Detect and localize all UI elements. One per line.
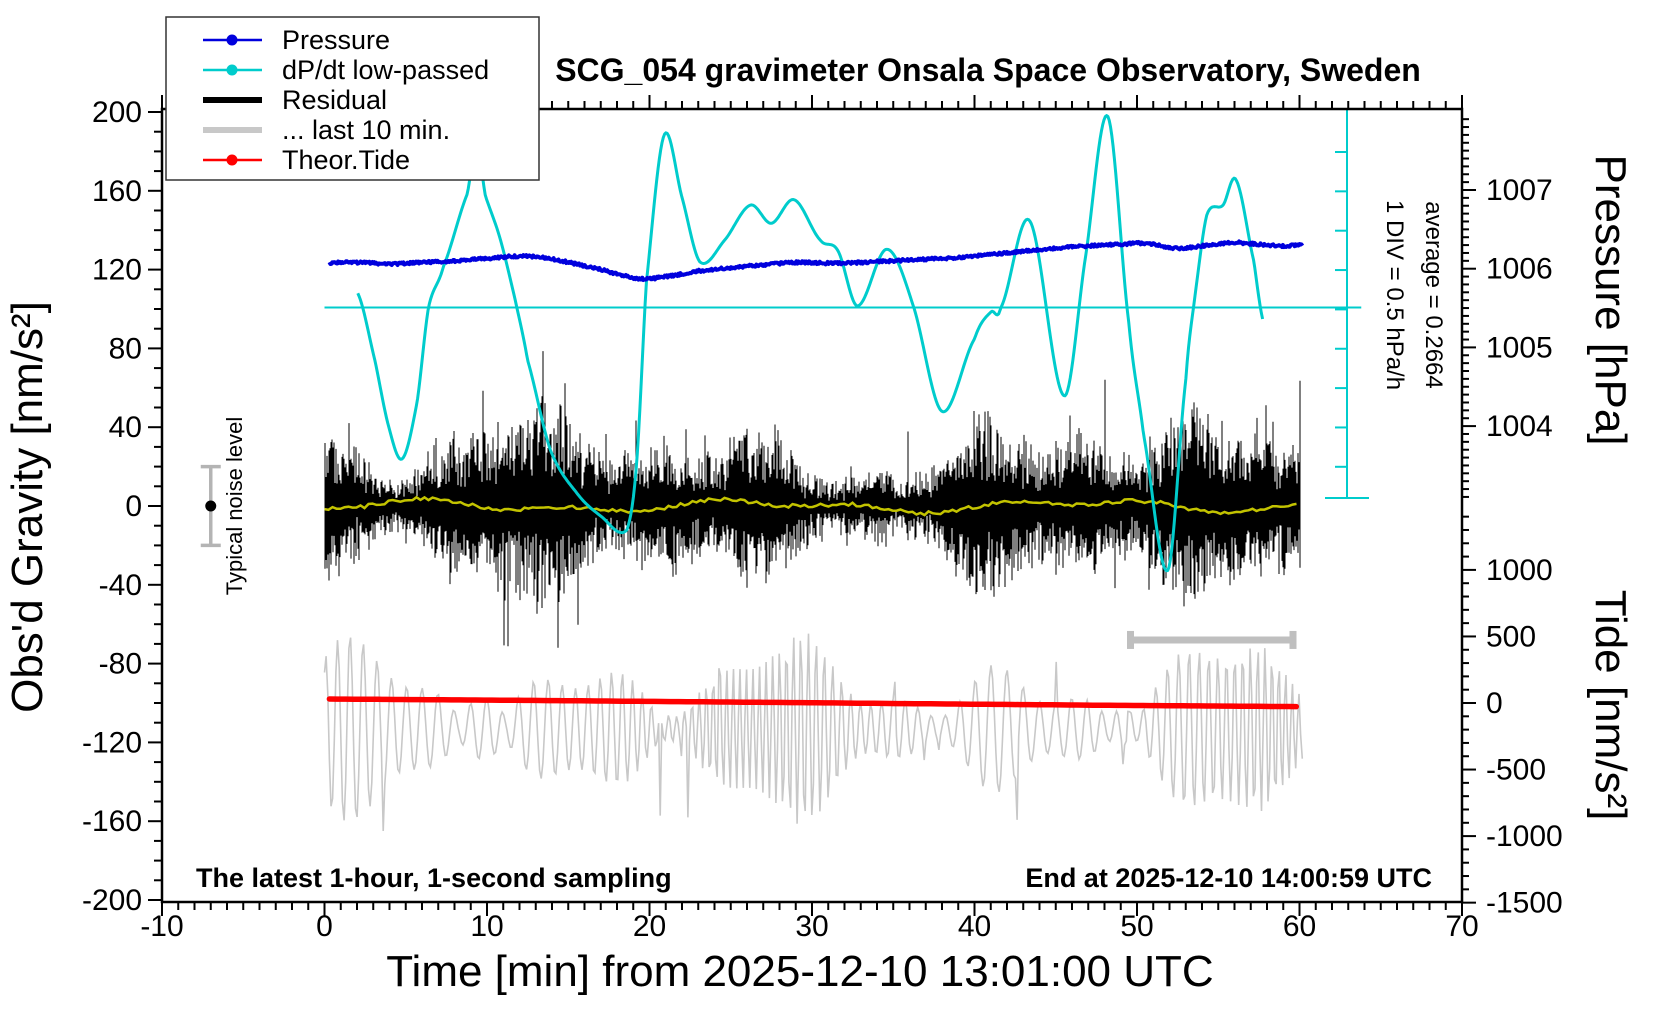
legend-item-label: Theor.Tide	[282, 145, 410, 175]
axis-ticks	[148, 95, 1476, 916]
x-tick-label: 20	[633, 910, 666, 943]
dpdt-div-ruler	[324, 109, 1369, 499]
pressure-tick-label: 1007	[1486, 174, 1553, 207]
last10min-trace	[323, 633, 1304, 832]
tide-tick-label: 500	[1486, 620, 1536, 653]
chart-title: SCG_054 gravimeter Onsala Space Observat…	[555, 52, 1421, 88]
x-tick-label: 70	[1445, 910, 1478, 943]
div-scale-annotation: 1 DIV = 0.5 hPa/h	[1381, 200, 1408, 390]
legend-item-label: dP/dt low-passed	[282, 55, 489, 85]
average-annotation: average = 0.2664	[1420, 201, 1447, 389]
x-tick-label: 0	[316, 910, 333, 943]
tide-tick-label: -1000	[1486, 820, 1563, 853]
tide-tick-label: -1500	[1486, 887, 1563, 920]
gravity-tick-label: 160	[92, 175, 142, 208]
legend-item-label: Residual	[282, 85, 387, 115]
tick-labels: -10 0 10 20 30 40 50 60 70 -200 -160 -120 -80 -40 0 40 8…	[82, 96, 1563, 943]
tide-curve	[326, 696, 1300, 710]
tide-tick-label: 0	[1486, 687, 1503, 720]
noise-level-errorbar	[200, 464, 221, 548]
x-tick-label: 60	[1283, 910, 1316, 943]
x-tick-label: 40	[958, 910, 991, 943]
pressure-curve	[327, 239, 1305, 282]
gravity-tick-label: 80	[109, 332, 142, 365]
gravity-tick-label: -80	[99, 648, 142, 681]
pressure-tick-label: 1004	[1486, 410, 1553, 443]
gravity-tick-label: -200	[82, 884, 142, 917]
tide-tick-label: 1000	[1486, 554, 1553, 587]
gravity-axis-title: Obs'd Gravity [nm/s²]	[3, 301, 52, 713]
tide-axis-title: Tide [nm/s²]	[1586, 590, 1635, 821]
gravity-tick-label: 40	[109, 411, 142, 444]
footer-sampling-note: The latest 1-hour, 1-second sampling	[196, 863, 672, 893]
x-tick-label: -10	[140, 910, 183, 943]
pressure-tick-label: 1006	[1486, 253, 1553, 286]
residual-smoothed-line	[324, 495, 1297, 517]
x-tick-label: 10	[470, 910, 503, 943]
pressure-axis-title: Pressure [hPa]	[1586, 154, 1635, 445]
gravity-tick-label: 0	[125, 490, 142, 523]
residual-trace	[324, 351, 1301, 648]
gravity-tick-label: -160	[82, 805, 142, 838]
legend-item-label: Pressure	[282, 25, 390, 55]
gravity-tick-label: -40	[99, 569, 142, 602]
gravity-tick-label: 120	[92, 254, 142, 287]
ten-minute-scalebar	[1127, 630, 1297, 649]
gravity-tick-label: -120	[82, 726, 142, 759]
x-axis-title: Time [min] from 2025-12-10 13:01:00 UTC	[386, 947, 1213, 996]
pressure-tick-label: 1005	[1486, 331, 1553, 364]
legend-item-label: ... last 10 min.	[282, 115, 450, 145]
noise-level-label: Typical noise level	[222, 417, 247, 596]
legend-marker-dot	[226, 64, 238, 76]
footer-end-time: End at 2025-12-10 14:00:59 UTC	[1025, 863, 1432, 893]
noise-bar-dot	[205, 500, 217, 512]
legend-marker-dot	[226, 154, 238, 166]
tide-tick-label: -500	[1486, 754, 1546, 787]
x-tick-label: 30	[795, 910, 828, 943]
x-tick-label: 50	[1120, 910, 1153, 943]
gravity-tick-label: 200	[92, 96, 142, 129]
dpdt-curve	[356, 114, 1265, 573]
legend-marker-dot	[226, 34, 238, 46]
